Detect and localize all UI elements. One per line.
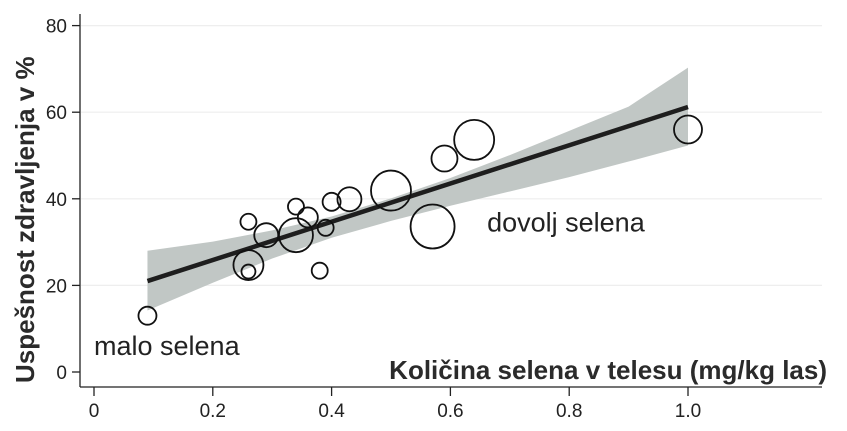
data-point [239, 212, 258, 231]
y-tick-label: 80 [46, 17, 67, 38]
y-tick-label: 20 [46, 276, 67, 297]
data-point [316, 218, 335, 237]
data-point [287, 197, 305, 216]
x-tick-label: 0 [89, 401, 100, 422]
x-tick-label: 0.8 [556, 401, 582, 422]
data-point [673, 114, 703, 145]
data-point [321, 191, 342, 212]
x-tick-label: 0.4 [318, 401, 345, 422]
y-tick-label: 60 [46, 103, 67, 124]
gridlines [81, 25, 822, 286]
data-point [296, 206, 319, 229]
data-point [453, 119, 496, 161]
data-point [137, 305, 158, 326]
data-point [409, 203, 456, 250]
y-tick-label: 0 [56, 363, 67, 384]
x-tick-label: 0.2 [200, 401, 226, 422]
x-tick-label: 1.0 [675, 401, 701, 422]
y-axis-label: Uspešnost zdravljenja v % [10, 56, 40, 383]
data-point [336, 186, 363, 213]
data-point [370, 169, 412, 212]
x-axis-label: Količina selena v telesu (mg/kg las) [389, 355, 827, 385]
data-points [137, 114, 703, 326]
data-point [240, 263, 257, 280]
annotation-enough-selenium: dovolj selena [487, 208, 646, 238]
data-point [310, 261, 329, 280]
data-point [430, 144, 459, 173]
data-point [278, 217, 314, 254]
data-point [232, 249, 265, 281]
confidence-band [147, 67, 688, 311]
x-ticks: 0 0.2 0.4 0.6 0.8 1.0 [89, 387, 701, 422]
fit-line [146, 104, 689, 284]
y-ticks: 0 20 40 60 80 [46, 17, 80, 384]
x-tick-label: 0.6 [437, 401, 463, 422]
y-tick-label: 40 [46, 190, 67, 211]
annotation-low-selenium: malo selena [94, 331, 241, 361]
